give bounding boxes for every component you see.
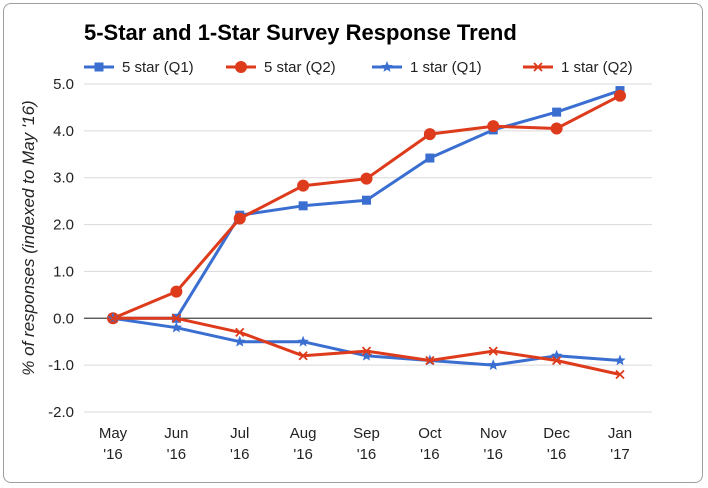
y-tick-label: 5.0 [53, 76, 74, 93]
y-tick-label: 2.0 [53, 217, 74, 234]
legend-label: 1 star (Q2) [561, 59, 633, 76]
x-tick-label: Dec [543, 425, 570, 442]
legend-item-5-star-q2: 5 star (Q2) [226, 59, 336, 76]
data-point-1-star-q2 [298, 351, 308, 361]
data-point-1-star-q2 [488, 346, 498, 356]
x-tick-label: Jun [164, 425, 188, 442]
chart-title: 5-Star and 1-Star Survey Response Trend [84, 20, 517, 45]
series-5-star-q1 [108, 86, 625, 323]
x-tick-label-year: '16 [230, 446, 250, 463]
data-point-1-star-q2 [361, 346, 372, 356]
data-point-1-star-q1 [297, 335, 309, 347]
data-point-5-star-q1 [425, 153, 435, 163]
x-axis-ticks: May '16 Jun '16 Jul '16 Aug '16 Sep '16 Oct '16 Nov '… [99, 425, 632, 463]
y-tick-label: 0.0 [53, 310, 74, 327]
x-tick-label-year: '16 [420, 446, 440, 463]
series-line-5-star-q2 [112, 94, 621, 320]
series-line-1-star-q2 [113, 316, 621, 376]
data-point-1-star-q1 [550, 349, 563, 361]
x-tick-label-year: '16 [103, 446, 123, 463]
legend-swatch-marker [235, 61, 247, 73]
data-point-5-star-q1 [298, 201, 308, 211]
data-point-5-star-q2 [423, 128, 436, 141]
chart-frame [3, 3, 703, 483]
data-point-5-star-q1 [362, 195, 371, 205]
y-tick-label: 3.0 [53, 170, 74, 187]
series-lines [107, 86, 626, 380]
data-point-5-star-q2 [233, 212, 246, 225]
data-point-1-star-q1 [614, 354, 626, 366]
legend-swatch-marker [533, 62, 543, 72]
y-axis-label: % of responses (indexed to May '16) [19, 100, 38, 375]
data-point-1-star-q2 [425, 355, 435, 366]
data-point-5-star-q1 [552, 107, 562, 117]
data-point-5-star-q2 [614, 89, 626, 102]
data-point-1-star-q1 [487, 359, 499, 370]
legend-label: 1 star (Q1) [410, 59, 482, 76]
series-1-star-q1 [107, 312, 626, 370]
x-tick-label: Oct [418, 425, 442, 442]
legend: 5 star (Q1) 5 star (Q2) 1 star (Q1) 1 star … [84, 59, 633, 76]
legend-label: 5 star (Q1) [122, 59, 194, 76]
x-tick-label-year: '16 [483, 446, 503, 463]
data-point-1-star-q2 [615, 369, 625, 380]
x-tick-label-year: '16 [357, 446, 377, 463]
legend-item-5-star-q1: 5 star (Q1) [84, 59, 194, 76]
x-tick-label: Jul [230, 425, 249, 442]
y-axis-ticks: 5.0 4.0 3.0 2.0 1.0 0.0 -1.0 -2.0 [48, 76, 74, 421]
data-point-1-star-q1 [234, 335, 246, 347]
data-point-5-star-q2 [550, 122, 563, 135]
data-point-1-star-q2 [108, 313, 118, 323]
data-point-1-star-q2 [235, 327, 245, 337]
data-point-5-star-q2 [170, 285, 183, 298]
data-point-1-star-q2 [171, 313, 182, 323]
data-point-5-star-q2 [487, 120, 500, 133]
data-point-5-star-q2 [360, 172, 373, 185]
x-tick-label-year: '17 [610, 446, 630, 463]
y-tick-label: 4.0 [53, 123, 74, 140]
x-tick-label-year: '16 [547, 446, 567, 463]
series-5-star-q2 [107, 89, 626, 325]
legend-item-1-star-q2: 1 star (Q2) [523, 59, 633, 76]
series-1-star-q2 [108, 313, 625, 380]
legend-label: 5 star (Q2) [264, 59, 336, 76]
x-tick-label-year: '16 [167, 446, 187, 463]
y-tick-label: -2.0 [48, 404, 74, 421]
x-tick-label-year: '16 [293, 446, 313, 463]
x-tick-label: Sep [353, 425, 380, 442]
data-point-1-star-q1 [360, 349, 373, 361]
y-tick-label: -1.0 [48, 357, 74, 374]
legend-item-1-star-q1: 1 star (Q1) [372, 59, 482, 76]
legend-swatch-marker [94, 62, 104, 72]
data-point-1-star-q1 [170, 321, 183, 333]
data-point-5-star-q2 [297, 179, 310, 192]
y-tick-label: 1.0 [53, 263, 74, 280]
x-tick-label: May [99, 425, 128, 442]
data-point-1-star-q2 [551, 355, 562, 366]
x-tick-label: Nov [480, 425, 507, 442]
legend-swatch-marker [381, 61, 393, 72]
x-tick-label: Jan [608, 425, 632, 442]
x-tick-label: Aug [290, 425, 317, 442]
